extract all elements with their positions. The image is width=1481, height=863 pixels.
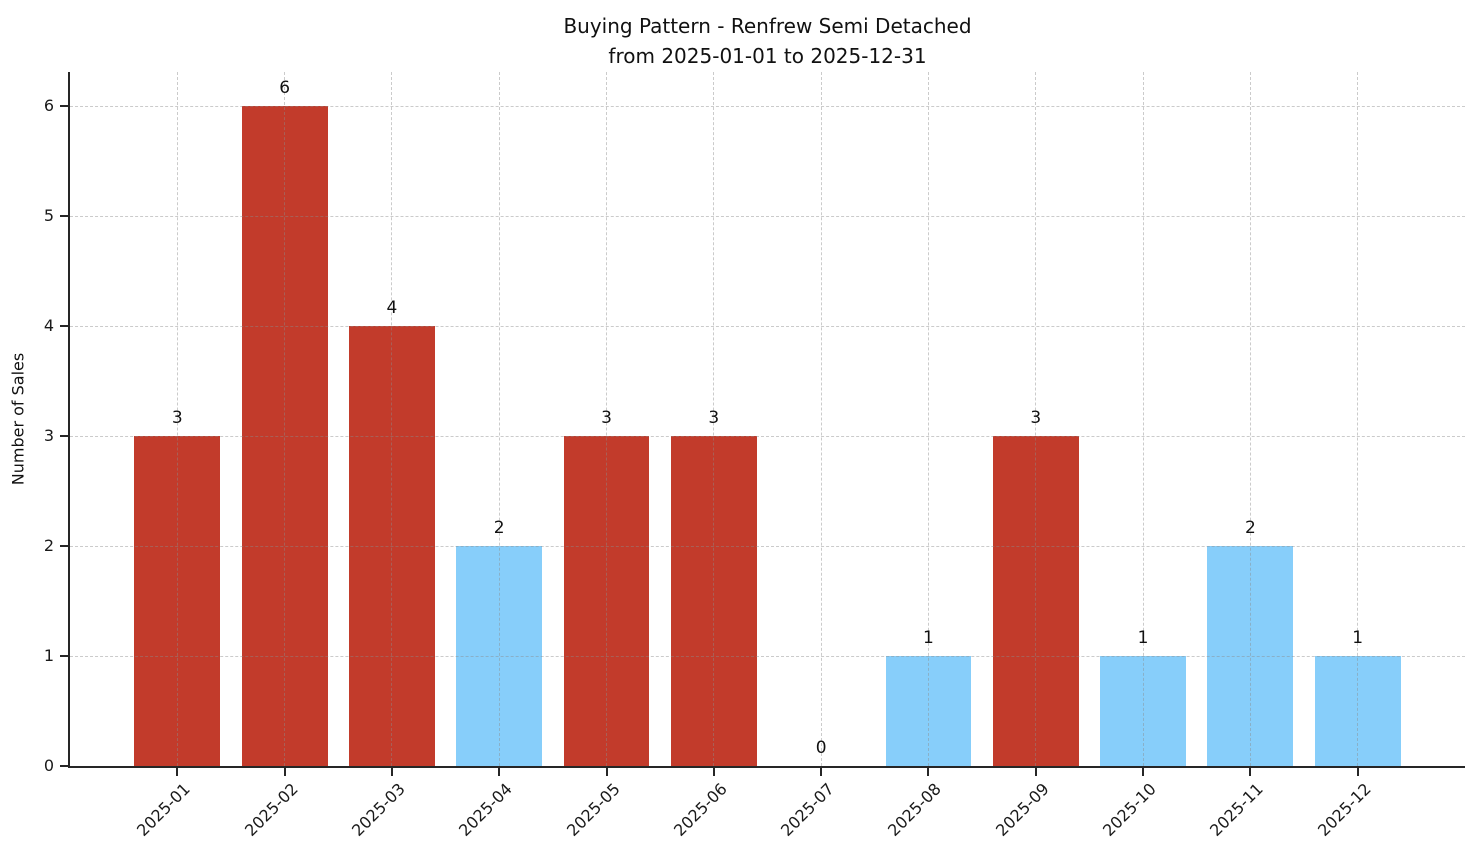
bar-2025-04 [456, 546, 543, 766]
y-tick-label-3: 3 [43, 426, 54, 446]
gridline-x-2025-09 [1035, 72, 1037, 766]
y-tick-label-0: 0 [43, 756, 54, 775]
gridline-y-2 [70, 545, 1465, 547]
x-tick-2025-10 [1142, 768, 1145, 776]
y-tick-2 [60, 545, 68, 548]
x-axis-spine [68, 766, 1465, 768]
y-tick-4 [60, 325, 68, 328]
bar-2025-12 [1314, 656, 1401, 766]
y-tick-label-5: 5 [43, 206, 54, 226]
y-tick-label-4: 4 [43, 316, 54, 336]
value-label-2025-10: 1 [1137, 628, 1149, 649]
value-label-2025-12: 1 [1352, 628, 1364, 649]
gridline-x-2025-08 [927, 72, 929, 766]
value-label-2025-04: 2 [493, 518, 505, 539]
x-tick-2025-11 [1249, 768, 1252, 776]
gridline-x-2025-01 [176, 72, 178, 766]
value-label-2025-05: 3 [601, 408, 612, 429]
gridline-y-3 [70, 435, 1465, 437]
gridline-y-1 [70, 655, 1465, 657]
y-tick-0 [60, 765, 68, 767]
x-tick-label-2025-01: 2025-01 [133, 779, 195, 841]
gridline-x-2025-12 [1357, 72, 1359, 766]
y-tick-label-6: 6 [43, 96, 54, 116]
chart-subtitle: from 2025-01-01 to 2025-12-31 [608, 44, 927, 68]
y-tick-6 [60, 105, 68, 108]
bar-2025-05 [563, 436, 650, 766]
gridline-y-6 [70, 105, 1465, 107]
value-label-2025-06: 3 [708, 408, 720, 429]
bar-2025-08 [885, 656, 972, 766]
bar-2025-01 [134, 436, 221, 766]
value-label-2025-08: 1 [923, 628, 934, 649]
value-label-2025-07: 0 [815, 738, 827, 758]
gridline-x-2025-10 [1142, 72, 1144, 766]
bar-2025-06 [670, 436, 757, 766]
gridline-y-5 [70, 215, 1465, 217]
y-tick-label-1: 1 [43, 646, 54, 666]
value-label-2025-01: 3 [171, 408, 183, 429]
bar-2025-09 [992, 436, 1079, 766]
value-label-2025-11: 2 [1244, 518, 1256, 539]
bar-2025-10 [1100, 656, 1186, 766]
x-tick-2025-02 [283, 768, 286, 776]
x-tick-2025-06 [712, 768, 715, 776]
chart-title-block: Buying Pattern - Renfrew Semi Detached f… [70, 11, 1465, 71]
bar-2025-02 [241, 106, 328, 766]
y-axis-spine [68, 72, 70, 768]
value-label-2025-03: 4 [386, 298, 398, 319]
y-tick-3 [60, 435, 68, 438]
x-tick-2025-05 [605, 768, 608, 776]
gridline-x-2025-02 [284, 72, 286, 766]
x-tick-2025-03 [390, 768, 393, 776]
x-tick-2025-07 [820, 768, 823, 776]
value-label-2025-02: 6 [279, 78, 291, 99]
gridline-y-4 [70, 325, 1465, 327]
chart-title: Buying Pattern - Renfrew Semi Detached [563, 14, 972, 38]
gridline-x-2025-07 [820, 72, 822, 766]
value-label-2025-09: 3 [1030, 408, 1042, 429]
x-tick-2025-09 [1034, 768, 1037, 776]
gridline-x-2025-11 [1249, 72, 1251, 766]
gridline-x-2025-06 [713, 72, 715, 766]
gridline-x-2025-03 [391, 72, 393, 766]
bar-2025-11 [1207, 546, 1294, 766]
y-tick-5 [60, 215, 68, 218]
x-tick-2025-01 [176, 768, 179, 776]
gridline-x-2025-04 [498, 72, 500, 766]
x-tick-2025-08 [927, 768, 930, 776]
bar-2025-03 [349, 326, 435, 766]
gridline-x-2025-05 [606, 72, 608, 766]
y-tick-1 [60, 655, 68, 658]
y-tick-label-2: 2 [43, 536, 54, 556]
x-tick-2025-04 [498, 768, 501, 776]
x-tick-2025-12 [1356, 768, 1359, 776]
